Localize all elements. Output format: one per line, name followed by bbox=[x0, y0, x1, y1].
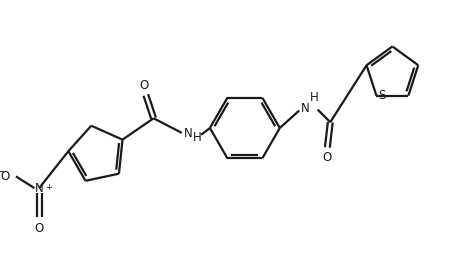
Text: N: N bbox=[183, 127, 193, 140]
Text: H: H bbox=[193, 131, 201, 144]
Text: O: O bbox=[139, 79, 149, 92]
Text: N: N bbox=[301, 102, 310, 115]
Text: O: O bbox=[34, 222, 44, 235]
Text: S: S bbox=[378, 89, 386, 102]
Text: H: H bbox=[310, 91, 318, 104]
Text: O: O bbox=[323, 151, 332, 164]
Text: N: N bbox=[35, 182, 43, 195]
Text: O: O bbox=[1, 170, 10, 183]
Text: +: + bbox=[45, 183, 52, 192]
Text: −: − bbox=[0, 167, 6, 177]
